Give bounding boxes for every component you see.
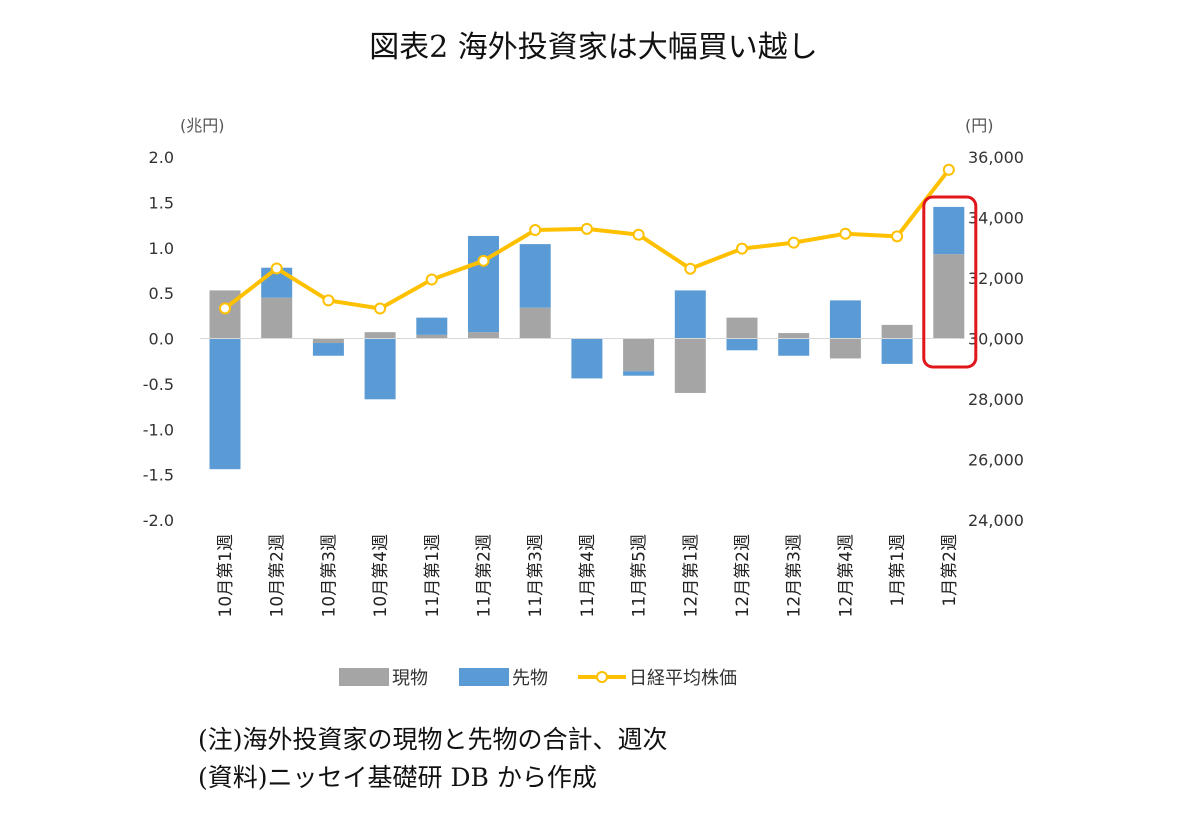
legend-swatch bbox=[459, 668, 509, 686]
legend-label: 先物 bbox=[512, 668, 548, 689]
category-label: 11月第5週 bbox=[630, 534, 650, 617]
nikkei-point bbox=[632, 228, 645, 241]
category-label: 10月第1週 bbox=[216, 534, 236, 617]
left-tick-label: 0.5 bbox=[149, 284, 174, 303]
nikkei-point bbox=[891, 230, 904, 243]
nikkei-point bbox=[477, 254, 490, 267]
futures-bar bbox=[519, 244, 551, 308]
legend-label: 現物 bbox=[392, 668, 428, 689]
spot-bar bbox=[778, 333, 810, 339]
futures-bar bbox=[209, 338, 241, 470]
right-axis: 36,000 34,000 32,000 30,000 28,000 26,000 24,0… bbox=[968, 148, 1024, 530]
nikkei-point bbox=[580, 222, 593, 235]
nikkei-point bbox=[684, 262, 697, 275]
futures-bar bbox=[623, 371, 655, 376]
category-label: 11月第2週 bbox=[475, 534, 495, 617]
category-label: 1月第2週 bbox=[940, 534, 960, 607]
spot-bar bbox=[364, 332, 396, 339]
category-label: 10月第2週 bbox=[268, 534, 288, 617]
spot-bar bbox=[881, 324, 913, 339]
futures-bar bbox=[778, 338, 810, 356]
spot-bar bbox=[416, 334, 448, 339]
spot-bar bbox=[933, 254, 965, 339]
nikkei-point bbox=[322, 294, 335, 307]
spot-bar bbox=[312, 338, 344, 344]
futures-bar bbox=[416, 317, 448, 335]
left-axis-unit: (兆円) bbox=[180, 116, 225, 135]
spot-bar bbox=[519, 307, 551, 339]
left-tick-label: 1.0 bbox=[149, 239, 174, 258]
legend-marker bbox=[596, 671, 608, 683]
nikkei-point bbox=[425, 273, 438, 286]
source-text: (資料)ニッセイ基礎研 DB から作成 bbox=[198, 763, 597, 792]
nikkei-point bbox=[374, 302, 387, 315]
right-tick-label: 32,000 bbox=[968, 269, 1024, 288]
nikkei-point bbox=[529, 224, 542, 237]
futures-bar bbox=[571, 338, 603, 379]
left-tick-label: -1.0 bbox=[143, 420, 174, 439]
right-axis-unit: (円) bbox=[965, 116, 994, 135]
right-tick-label: 24,000 bbox=[968, 511, 1024, 530]
spot-bar bbox=[726, 317, 758, 339]
futures-bar bbox=[468, 235, 499, 333]
futures-bar bbox=[312, 343, 344, 356]
note-text: (注)海外投資家の現物と先物の合計、週次 bbox=[198, 725, 668, 754]
futures-bar bbox=[881, 338, 913, 364]
category-label: 11月第4週 bbox=[578, 534, 598, 617]
highlight-box bbox=[922, 195, 978, 369]
spot-bar bbox=[261, 297, 293, 339]
category-label: 12月第1週 bbox=[681, 534, 701, 617]
left-tick-label: -1.5 bbox=[143, 466, 174, 485]
left-tick-label: 0.0 bbox=[149, 330, 174, 349]
category-label: 12月第3週 bbox=[785, 534, 805, 617]
spot-bar bbox=[468, 332, 499, 339]
chart-title: 図表2 海外投資家は大幅買い越し bbox=[369, 30, 818, 65]
left-tick-label: -0.5 bbox=[143, 375, 174, 394]
left-tick-label: 1.5 bbox=[149, 193, 174, 212]
category-label: 1月第1週 bbox=[888, 534, 908, 607]
legend: 現物 先物 日経平均株価 bbox=[339, 668, 737, 689]
category-label: 12月第4週 bbox=[836, 534, 856, 617]
right-tick-label: 26,000 bbox=[968, 451, 1024, 470]
category-labels: 10月第1週 10月第2週 10月第3週 10月第4週 11月第1週 11月第2週 11月第… bbox=[216, 534, 960, 617]
nikkei-point bbox=[839, 227, 852, 240]
nikkei-point bbox=[270, 262, 283, 275]
left-tick-label: -2.0 bbox=[143, 511, 174, 530]
spot-bar bbox=[623, 338, 655, 372]
bars bbox=[200, 206, 965, 470]
left-tick-label: 2.0 bbox=[149, 148, 174, 167]
chart: (兆円) (円) 2.01.51.00.50.0-0.5-1.0-1.5-2.0 … bbox=[143, 116, 1024, 689]
right-tick-label: 36,000 bbox=[968, 148, 1024, 167]
category-label: 10月第4週 bbox=[371, 534, 391, 617]
left-axis: 2.0 1.5 1.0 0.5 0.0 -0.5 -1.0 -1.5 -2.0 bbox=[143, 148, 174, 530]
category-label: 11月第1週 bbox=[423, 534, 443, 617]
futures-bar bbox=[674, 290, 706, 339]
nikkei-line-path bbox=[223, 168, 951, 311]
nikkei-point bbox=[219, 302, 231, 315]
category-label: 12月第2週 bbox=[733, 534, 753, 617]
futures-bar bbox=[364, 338, 396, 400]
futures-bar bbox=[726, 338, 758, 351]
right-tick-label: 34,000 bbox=[968, 209, 1024, 228]
nikkei-line bbox=[219, 163, 955, 315]
futures-bar bbox=[933, 206, 965, 255]
right-tick-label: 28,000 bbox=[968, 390, 1024, 409]
legend-swatch bbox=[339, 668, 389, 686]
category-label: 11月第3週 bbox=[526, 534, 546, 617]
right-tick-label: 30,000 bbox=[968, 330, 1024, 349]
nikkei-point bbox=[787, 236, 800, 249]
futures-bar bbox=[829, 300, 861, 339]
spot-bar bbox=[674, 338, 706, 393]
category-label: 10月第3週 bbox=[319, 534, 339, 617]
highlight bbox=[922, 195, 978, 369]
spot-bar bbox=[829, 338, 861, 359]
nikkei-point bbox=[736, 242, 748, 255]
legend-label: 日経平均株価 bbox=[629, 668, 737, 689]
nikkei-point bbox=[942, 163, 955, 176]
